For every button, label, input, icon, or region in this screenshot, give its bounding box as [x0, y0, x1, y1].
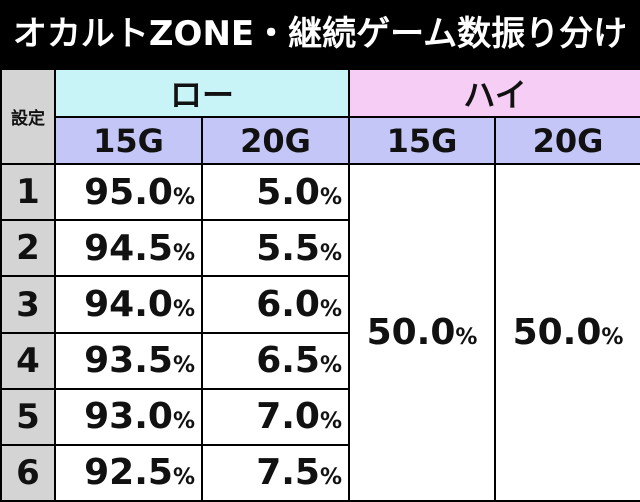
low-20g-header: 20G — [200, 116, 351, 166]
table-row: 5 93.0% 7.0% — [0, 387, 640, 446]
value: 7.5 — [256, 452, 320, 494]
setting-number: 6 — [0, 443, 56, 502]
percent-sign: % — [172, 240, 195, 266]
percent-sign: % — [172, 297, 195, 323]
low-15g-cell: 95.0% — [54, 163, 203, 222]
value: 92.5 — [84, 452, 173, 494]
percent-sign: % — [319, 465, 343, 491]
low-15g-cell: 94.5% — [54, 219, 203, 278]
percent-sign: % — [172, 409, 195, 435]
value: 94.5 — [84, 227, 173, 269]
high-15g-header: 15G — [348, 116, 497, 166]
low-15g-cell: 92.5% — [54, 443, 203, 502]
low-20g-cell: 5.0% — [200, 163, 351, 222]
distribution-table: 設定 ロー ハイ 15G 20G 15G 20G 1 95.0% 5.0% 50… — [0, 67, 640, 502]
value: 50.0 — [512, 312, 602, 354]
low-20g-cell: 7.5% — [200, 443, 351, 502]
value: 95.0 — [84, 171, 173, 213]
low-20g-cell: 5.5% — [200, 219, 351, 278]
percent-sign: % — [319, 409, 343, 435]
setting-number: 1 — [0, 163, 56, 222]
setting-number: 2 — [0, 219, 56, 278]
value: 5.5 — [256, 227, 320, 269]
percent-sign: % — [319, 297, 343, 323]
page-title: オカルトZONE・継続ゲーム数振り分け — [0, 0, 640, 68]
percent-sign: % — [601, 325, 624, 351]
table-row: 1 95.0% 5.0% 50.0% 50.0% — [0, 163, 640, 502]
percent-sign: % — [319, 240, 343, 266]
value: 6.0 — [256, 284, 320, 326]
percent-sign: % — [172, 465, 195, 491]
percent-sign: % — [319, 184, 343, 210]
setting-number: 4 — [0, 331, 56, 390]
table-row: 6 92.5% 7.5% — [0, 443, 640, 502]
low-15g-header: 15G — [54, 116, 203, 166]
high-20g-header: 20G — [494, 116, 640, 166]
low-20g-cell: 6.0% — [200, 275, 351, 334]
value: 5.0 — [256, 171, 320, 213]
value: 50.0 — [366, 312, 456, 354]
value: 6.5 — [256, 340, 320, 382]
high-group-header: ハイ — [348, 67, 640, 119]
percent-sign: % — [319, 353, 343, 379]
percent-sign: % — [172, 353, 195, 379]
low-15g-cell: 93.5% — [54, 331, 203, 390]
percent-sign: % — [172, 184, 195, 210]
setting-header: 設定 — [0, 67, 56, 166]
low-20g-cell: 7.0% — [200, 387, 351, 446]
high-20g-cell: 50.0% — [494, 163, 640, 502]
value: 7.0 — [256, 396, 320, 438]
low-15g-cell: 93.0% — [54, 387, 203, 446]
setting-number: 3 — [0, 275, 56, 334]
low-group-header: ロー — [53, 67, 351, 119]
low-15g-cell: 94.0% — [54, 275, 203, 334]
value: 93.5 — [84, 340, 173, 382]
low-20g-cell: 6.5% — [200, 331, 351, 390]
table-row: 4 93.5% 6.5% — [0, 331, 640, 390]
value: 94.0 — [84, 284, 173, 326]
value: 93.0 — [84, 396, 173, 438]
setting-number: 5 — [0, 387, 56, 446]
high-15g-cell: 50.0% — [348, 163, 497, 502]
table-row: 3 94.0% 6.0% — [0, 275, 640, 334]
percent-sign: % — [455, 325, 478, 351]
table-row: 2 94.5% 5.5% — [0, 219, 640, 278]
